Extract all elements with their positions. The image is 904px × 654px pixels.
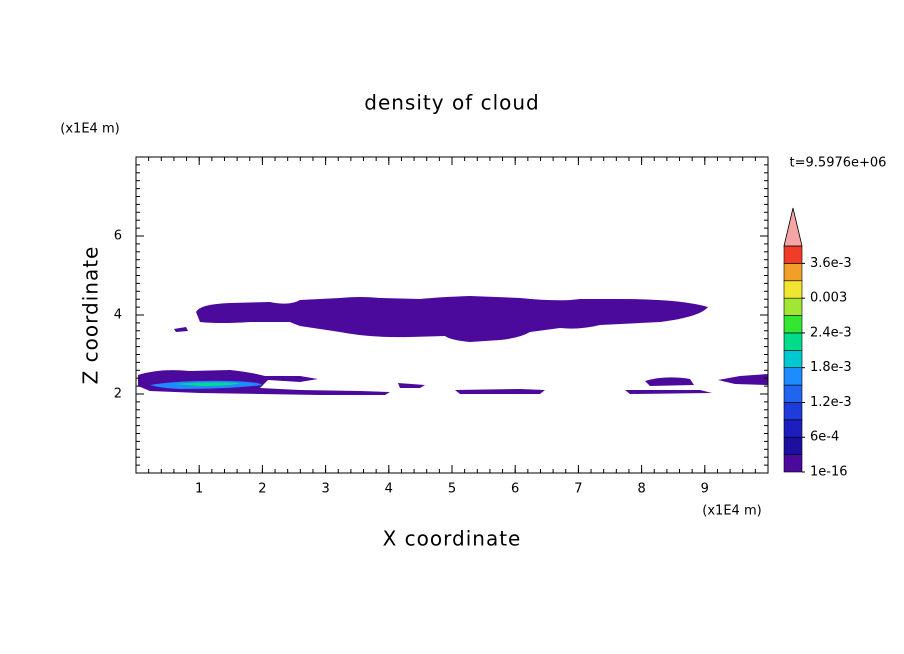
colorbar: 1e-16 6e-4 1.2e-3 1.8e-3 2.4e-3 0.003 3.6e-3 bbox=[783, 207, 852, 480]
y-tick-label: 2 bbox=[114, 387, 122, 402]
colorbar-label: 1e-16 bbox=[810, 465, 848, 480]
colorbar-label: 0.003 bbox=[810, 291, 847, 306]
colorbar-segment bbox=[783, 367, 803, 386]
colorbar-segment bbox=[783, 384, 803, 403]
time-label: t=9.5976e+06 bbox=[790, 156, 887, 171]
colorbar-label: 1.8e-3 bbox=[810, 360, 852, 375]
colorbar-label: 3.6e-3 bbox=[810, 256, 852, 271]
x-tick-label: 7 bbox=[574, 482, 582, 497]
cloud-speck bbox=[174, 327, 188, 332]
y-tick-label: 6 bbox=[114, 229, 122, 244]
axes: 1 2 3 4 5 6 7 8 9 2 4 6 bbox=[114, 157, 768, 497]
x-tick-label: 2 bbox=[258, 482, 266, 497]
cloud-lower bbox=[625, 390, 712, 394]
cloud-lower bbox=[398, 383, 425, 388]
x-tick-label: 3 bbox=[321, 482, 329, 497]
colorbar-segment bbox=[783, 350, 803, 368]
y-axis-label: Z coordinate bbox=[79, 246, 103, 385]
x-axis-label: X coordinate bbox=[383, 527, 522, 551]
cloud-core bbox=[175, 382, 240, 386]
cloud-lower bbox=[645, 377, 694, 386]
cloud-lower bbox=[718, 374, 768, 385]
colorbar-label: 2.4e-3 bbox=[810, 325, 852, 340]
colorbar-segment bbox=[783, 436, 803, 455]
x-tick-label: 6 bbox=[511, 482, 519, 497]
colorbar-segment bbox=[783, 454, 803, 473]
x-tick-label: 8 bbox=[637, 482, 645, 497]
cloud-upper bbox=[196, 296, 708, 342]
colorbar-segment bbox=[783, 280, 803, 299]
colorbar-segment bbox=[783, 419, 803, 438]
y-unit: (x1E4 m) bbox=[60, 122, 119, 137]
x-tick-label: 9 bbox=[701, 482, 709, 497]
colorbar-segment bbox=[783, 263, 803, 282]
colorbar-label: 6e-4 bbox=[810, 430, 839, 445]
chart-title: density of cloud bbox=[364, 91, 539, 115]
colorbar-label: 1.2e-3 bbox=[810, 395, 852, 410]
colorbar-segment bbox=[783, 245, 803, 264]
x-tick-label: 5 bbox=[448, 482, 456, 497]
x-tick-label: 1 bbox=[195, 482, 203, 497]
x-tick-label: 4 bbox=[385, 482, 393, 497]
x-unit: (x1E4 m) bbox=[702, 504, 761, 519]
colorbar-segment bbox=[783, 297, 803, 316]
colorbar-segment bbox=[783, 315, 803, 334]
colorbar-segment bbox=[783, 332, 803, 351]
cloud-field bbox=[138, 296, 768, 395]
cloud-lower bbox=[455, 389, 545, 394]
colorbar-extend bbox=[783, 207, 803, 247]
colorbar-segment bbox=[783, 402, 803, 421]
y-tick-label: 4 bbox=[114, 308, 122, 323]
